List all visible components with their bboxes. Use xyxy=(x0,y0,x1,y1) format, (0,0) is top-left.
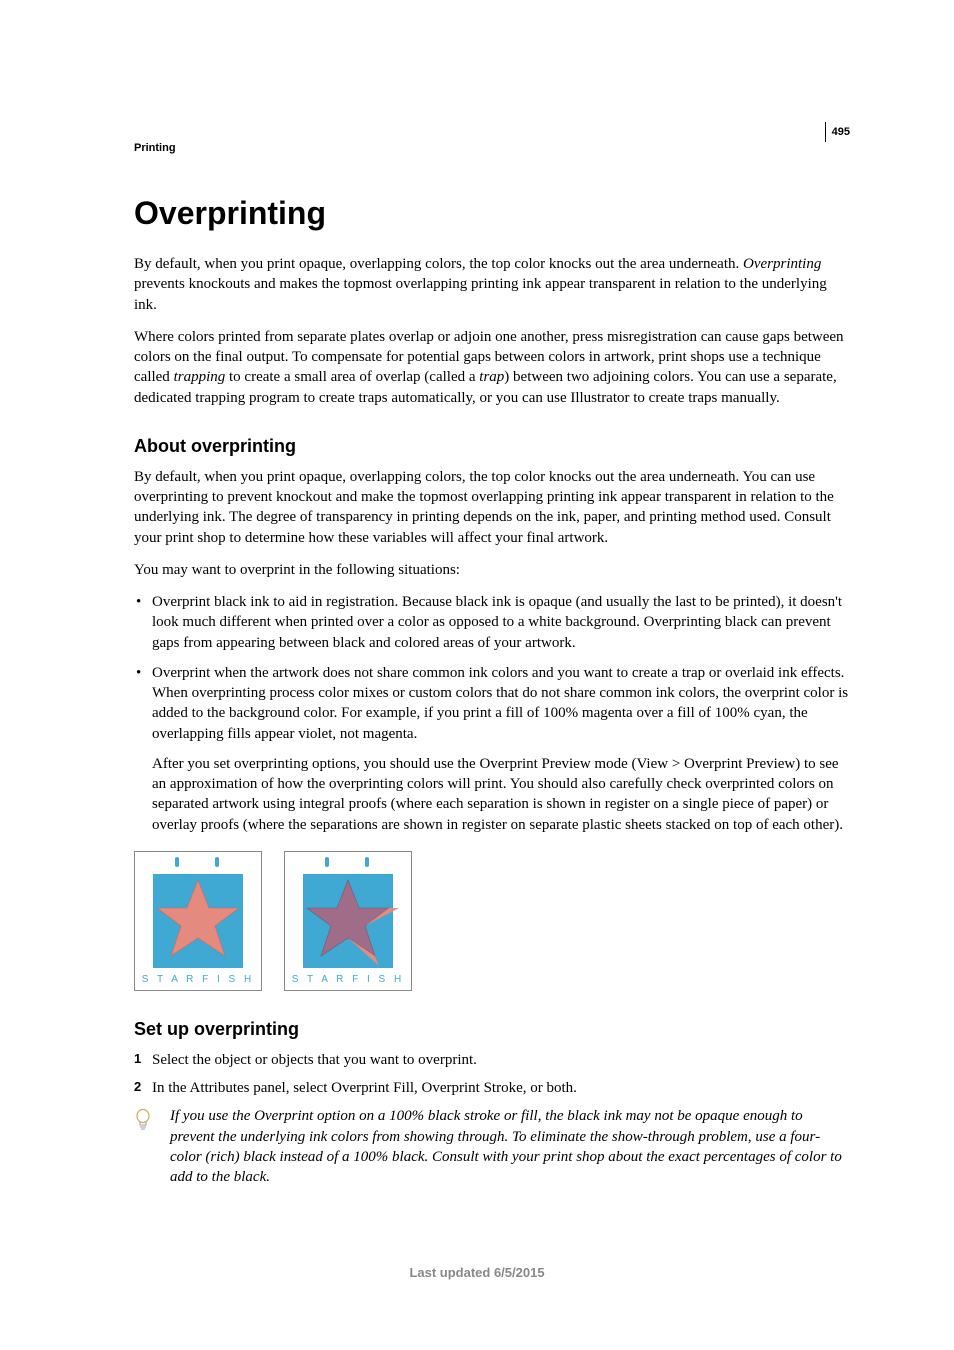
knockout-illustration: S T A R F I S H xyxy=(135,852,261,990)
text: to create a small area of overlap (calle… xyxy=(225,369,479,385)
lightbulb-icon xyxy=(134,1108,152,1138)
page-number: 495 xyxy=(825,122,850,142)
setup-steps: Select the object or objects that you wa… xyxy=(134,1050,850,1099)
em-trap: trap xyxy=(479,369,504,385)
section-about-overprinting: About overprinting xyxy=(134,436,850,457)
intro-paragraph-2: Where colors printed from separate plate… xyxy=(134,327,850,408)
section-set-up-overprinting: Set up overprinting xyxy=(134,1019,850,1040)
figure-knockout: S T A R F I S H xyxy=(134,851,262,991)
intro-paragraph-1: By default, when you print opaque, overl… xyxy=(134,254,850,315)
footer-last-updated: Last updated 6/5/2015 xyxy=(0,1265,954,1280)
tip-text: If you use the Overprint option on a 100… xyxy=(170,1108,842,1185)
em-overprinting: Overprinting xyxy=(743,256,821,272)
list-item: Overprint black ink to aid in registrati… xyxy=(134,592,850,653)
figure-overprint: S T A R F I S H xyxy=(284,851,412,991)
overprint-illustration: S T A R F I S H xyxy=(285,852,411,990)
figure-label: S T A R F I S H xyxy=(292,974,404,985)
overprint-situations-list: Overprint black ink to aid in registrati… xyxy=(134,592,850,835)
em-trapping: trapping xyxy=(174,369,226,385)
overprint-figures: S T A R F I S H S T A R F I S H xyxy=(134,851,850,991)
s1-paragraph-2: You may want to overprint in the followi… xyxy=(134,560,850,580)
step-2: In the Attributes panel, select Overprin… xyxy=(134,1078,850,1098)
text: prevents knockouts and makes the topmost… xyxy=(134,276,827,312)
page-title: Overprinting xyxy=(134,195,850,232)
list-item-followup: After you set overprinting options, you … xyxy=(152,754,850,835)
s1-paragraph-1: By default, when you print opaque, overl… xyxy=(134,467,850,548)
figure-label: S T A R F I S H xyxy=(142,974,254,985)
text: By default, when you print opaque, overl… xyxy=(134,256,743,272)
tip-note: If you use the Overprint option on a 100… xyxy=(134,1106,850,1187)
text: Overprint when the artwork does not shar… xyxy=(152,665,848,742)
breadcrumb: Printing xyxy=(134,142,176,154)
list-item: Overprint when the artwork does not shar… xyxy=(134,663,850,835)
page-content: Overprinting By default, when you print … xyxy=(134,195,850,1187)
step-1: Select the object or objects that you wa… xyxy=(134,1050,850,1070)
